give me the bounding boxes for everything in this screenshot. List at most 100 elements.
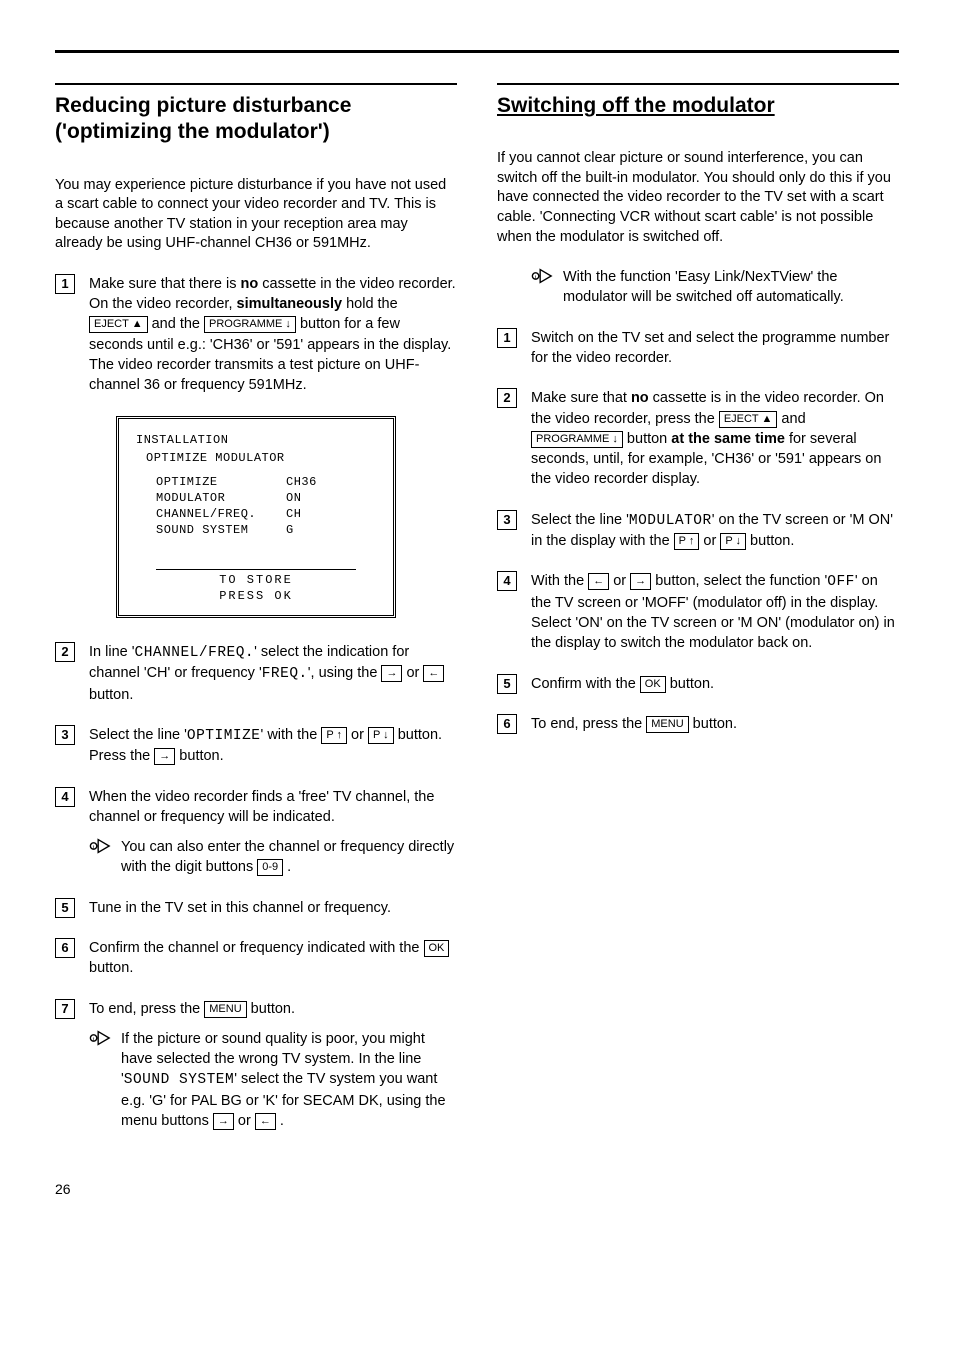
mono: FREQ. <box>262 666 308 682</box>
text: Select the line ' <box>89 727 187 743</box>
step-number: 2 <box>55 642 75 662</box>
text: button. <box>746 533 794 549</box>
left-arrow-key: ← <box>588 573 609 590</box>
mono: MODULATOR <box>629 513 712 529</box>
text: or <box>699 533 720 549</box>
text: In line ' <box>89 644 135 660</box>
top-rule <box>55 50 899 53</box>
right-step-1: 1 Switch on the TV set and select the pr… <box>497 328 899 369</box>
svg-text:i: i <box>535 274 537 281</box>
left-step-3: 3 Select the line 'OPTIMIZE' with the P … <box>55 725 457 767</box>
text: . <box>283 859 291 875</box>
left-arrow-key: ← <box>423 665 444 682</box>
step-number: 1 <box>55 274 75 294</box>
svg-text:i: i <box>93 844 95 851</box>
right-arrow-key: → <box>213 1113 234 1130</box>
left-step-6: 6 Confirm the channel or frequency indic… <box>55 938 457 979</box>
page-number: 26 <box>55 1181 899 1197</box>
bold: simultaneously <box>237 296 343 312</box>
p-down-key: P ↓ <box>368 727 394 744</box>
osd-row: CHANNEL/FREQ.CH <box>136 506 376 522</box>
right-step-3: 3 Select the line 'MODULATOR' on the TV … <box>497 510 899 552</box>
step-body: In line 'CHANNEL/FREQ.' select the indic… <box>89 642 457 705</box>
text: button. <box>175 748 223 764</box>
left-step-4: 4 When the video recorder finds a 'free'… <box>55 787 457 878</box>
eject-key: EJECT ▲ <box>719 411 778 428</box>
step-body: With the ← or → button, select the funct… <box>531 571 899 653</box>
digit-keys: 0-9 <box>257 859 283 876</box>
tip: i With the function 'Easy Link/NexTView'… <box>497 267 899 308</box>
step-body: Make sure that there is no cassette in t… <box>89 274 457 396</box>
tip: i You can also enter the channel or freq… <box>89 837 457 878</box>
mono: OFF <box>827 574 855 590</box>
programme-down-key: PROGRAMME ↓ <box>531 431 623 448</box>
right-heading: Switching off the modulator <box>497 93 899 119</box>
osd-footer: PRESS OK <box>136 588 376 604</box>
section-rule <box>497 83 899 85</box>
right-arrow-key: → <box>381 665 402 682</box>
p-up-key: P ↑ <box>321 727 347 744</box>
step-body: Confirm with the OK button. <box>531 674 899 694</box>
step-number: 5 <box>55 898 75 918</box>
step-number: 5 <box>497 674 517 694</box>
text: Make sure that <box>531 390 631 406</box>
text: Select the line ' <box>531 512 629 528</box>
step-body: To end, press the MENU button. i If the … <box>89 999 457 1132</box>
tip: i If the picture or sound quality is poo… <box>89 1029 457 1131</box>
right-intro: If you cannot clear picture or sound int… <box>497 149 899 247</box>
mono: OPTIMIZE <box>187 728 261 744</box>
svg-text:i: i <box>93 1036 95 1043</box>
text: button. <box>89 687 133 703</box>
step-number: 6 <box>497 714 517 734</box>
programme-down-key: PROGRAMME ↓ <box>204 316 296 333</box>
step-number: 3 <box>497 510 517 530</box>
text: Confirm with the <box>531 676 640 692</box>
page-columns: Reducing picture disturbance ('optimizin… <box>55 83 899 1151</box>
step-body: Switch on the TV set and select the prog… <box>531 328 899 369</box>
step-number: 4 <box>55 787 75 807</box>
section-rule <box>55 83 457 85</box>
text: ' with the <box>261 727 322 743</box>
left-arrow-key: ← <box>255 1113 276 1130</box>
osd-row: OPTIMIZECH36 <box>136 474 376 490</box>
step-number: 4 <box>497 571 517 591</box>
text: or <box>609 573 630 589</box>
menu-key: MENU <box>204 1001 246 1018</box>
text: button. <box>689 716 737 732</box>
text: or <box>347 727 368 743</box>
eject-key: EJECT ▲ <box>89 316 148 333</box>
tip-icon: i <box>89 1029 111 1131</box>
text: Make sure that there is <box>89 276 241 292</box>
step-body: Select the line 'OPTIMIZE' with the P ↑ … <box>89 725 457 767</box>
mono: SOUND SYSTEM <box>124 1072 234 1088</box>
p-up-key: P ↑ <box>674 533 700 550</box>
tip-icon: i <box>531 267 553 308</box>
text: button <box>623 431 671 447</box>
bold: no <box>631 390 649 406</box>
bold: no <box>241 276 259 292</box>
step-number: 7 <box>55 999 75 1019</box>
step-body: Confirm the channel or frequency indicat… <box>89 938 457 979</box>
left-step-7: 7 To end, press the MENU button. i If th… <box>55 999 457 1132</box>
text: or <box>234 1113 255 1129</box>
right-step-6: 6 To end, press the MENU button. <box>497 714 899 734</box>
right-arrow-key: → <box>154 748 175 765</box>
text: To end, press the <box>531 716 646 732</box>
osd-row: MODULATORON <box>136 490 376 506</box>
left-step-2: 2 In line 'CHANNEL/FREQ.' select the ind… <box>55 642 457 705</box>
osd-subtitle: OPTIMIZE MODULATOR <box>136 450 376 466</box>
left-column: Reducing picture disturbance ('optimizin… <box>55 83 457 1151</box>
step-body: Make sure that no cassette is in the vid… <box>531 388 899 489</box>
right-column: Switching off the modulator If you canno… <box>497 83 899 1151</box>
text: With the function 'Easy Link/NexTView' t… <box>563 267 899 308</box>
text: or <box>402 665 423 681</box>
text: . <box>276 1113 284 1129</box>
text: and the <box>148 316 204 332</box>
left-heading: Reducing picture disturbance ('optimizin… <box>55 93 457 146</box>
text: ', using the <box>308 665 382 681</box>
left-intro: You may experience picture disturbance i… <box>55 176 457 254</box>
right-arrow-key: → <box>630 573 651 590</box>
text: Confirm the channel or frequency indicat… <box>89 940 424 956</box>
text: button. <box>666 676 714 692</box>
osd-title: INSTALLATION <box>136 432 376 448</box>
